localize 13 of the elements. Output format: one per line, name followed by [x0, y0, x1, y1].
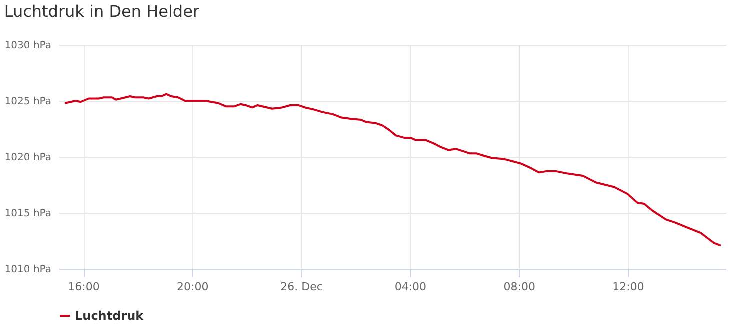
- y-tick-label: 1015 hPa: [4, 208, 52, 220]
- y-tick-label: 1030 hPa: [4, 40, 52, 52]
- x-tick-label: 26. Dec: [280, 280, 323, 294]
- chart-title: Luchtdruk in Den Helder: [4, 2, 200, 21]
- x-tick-label: 08:00: [504, 280, 536, 294]
- y-tick-label: 1020 hPa: [4, 152, 52, 164]
- x-tick-label: 04:00: [394, 280, 427, 294]
- y-tick-label: 1010 hPa: [4, 264, 52, 276]
- y-tick-label: 1025 hPa: [4, 96, 52, 108]
- x-tick-label: 20:00: [177, 280, 209, 294]
- x-tick-label: 12:00: [612, 280, 644, 294]
- x-tick-label: 16:00: [68, 280, 100, 294]
- legend-label: Luchtdruk: [75, 309, 145, 323]
